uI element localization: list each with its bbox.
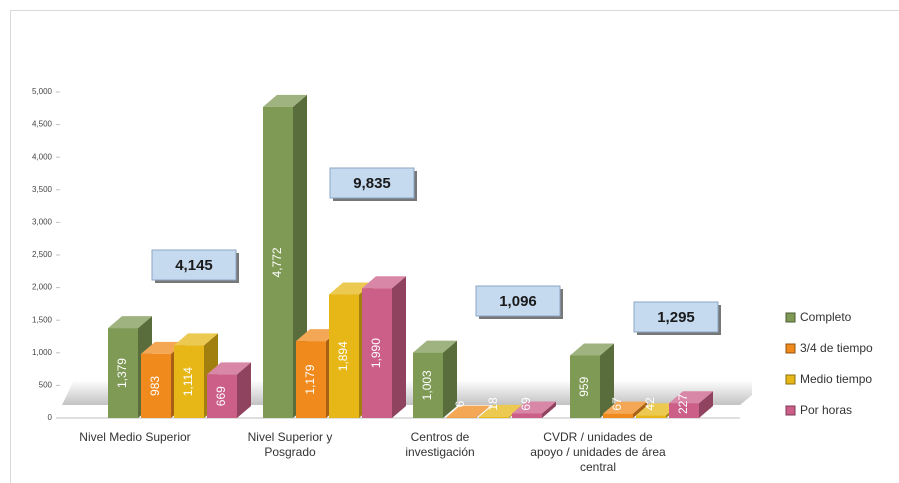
- value-label: 1,114: [181, 367, 195, 396]
- bar: [329, 294, 359, 418]
- chart-frame: [10, 10, 899, 483]
- bar: [108, 328, 138, 418]
- value-label: 669: [214, 386, 228, 406]
- value-label: 1,894: [336, 341, 350, 371]
- bar: [141, 353, 171, 418]
- y-tick-label: 0: [48, 413, 53, 422]
- value-label: 4,772: [270, 247, 284, 277]
- bar-top: [207, 362, 251, 375]
- y-tick-label: 4,000: [32, 152, 53, 161]
- bar-side: [392, 276, 406, 418]
- legend-label: 3/4 de tiempo: [800, 341, 873, 355]
- bar-top: [263, 94, 307, 107]
- y-tick-label: 2,500: [32, 250, 53, 259]
- value-label: 959: [577, 376, 591, 396]
- bar: [174, 345, 204, 418]
- bar-side: [600, 343, 614, 418]
- value-label: 227: [676, 394, 690, 414]
- bar: [207, 374, 237, 418]
- bar-top: [446, 405, 490, 418]
- bar: [479, 416, 509, 418]
- value-label: 6: [453, 400, 467, 407]
- y-tick-label: 2,000: [32, 283, 53, 292]
- bar: [669, 403, 699, 418]
- bar-side: [633, 401, 647, 418]
- total-box: [329, 167, 415, 199]
- y-tick-label: 3,500: [32, 185, 53, 194]
- y-tick-label: 5,000: [32, 87, 53, 96]
- bar-top: [570, 343, 614, 356]
- value-label: 69: [519, 397, 533, 411]
- legend-swatch: [785, 312, 796, 323]
- bar-top: [603, 401, 647, 414]
- total-box: [633, 301, 719, 333]
- total-label: 9,835: [353, 175, 391, 192]
- y-tick-label: 1,000: [32, 348, 53, 357]
- bar-top: [413, 340, 457, 353]
- x-tick-label: Centros de investigación: [405, 430, 475, 459]
- legend-label: Completo: [800, 310, 852, 324]
- legend-label: Medio tiempo: [800, 372, 872, 386]
- bar-side: [237, 362, 251, 418]
- legend-label: Por horas: [800, 403, 852, 417]
- bar-side: [476, 405, 490, 418]
- bar-side: [542, 401, 556, 418]
- bar: [636, 415, 666, 418]
- bar-top: [174, 333, 218, 346]
- legend-swatch: [785, 374, 796, 385]
- bar-top: [512, 401, 556, 414]
- value-label: 1,003: [420, 370, 434, 400]
- value-label: 18: [486, 397, 500, 411]
- x-tick-label: Nivel Superior y Posgrado: [247, 430, 333, 459]
- bar-side: [699, 391, 713, 418]
- y-tick-label: 4,500: [32, 120, 53, 129]
- total-label: 4,145: [175, 257, 213, 274]
- y-tick-label: 500: [39, 381, 53, 390]
- legend-swatch: [785, 405, 796, 416]
- bar: [512, 413, 542, 418]
- bar-top: [362, 276, 406, 289]
- bar-top: [669, 391, 713, 404]
- legend-swatch: [785, 343, 796, 354]
- total-label: 1,295: [657, 309, 695, 326]
- total-label: 1,096: [499, 293, 537, 310]
- value-label: 1,379: [115, 358, 129, 388]
- total-box: [151, 249, 237, 281]
- value-label: 983: [148, 376, 162, 396]
- bar: [413, 352, 443, 418]
- total-box: [475, 285, 561, 317]
- value-label: 42: [643, 397, 657, 411]
- x-tick-label: CVDR / unidades de apoyo / unidades de á…: [530, 430, 666, 474]
- value-label: 67: [610, 397, 624, 411]
- value-label: 1,179: [303, 364, 317, 394]
- value-label: 1,990: [369, 338, 383, 368]
- y-tick-label: 3,000: [32, 218, 53, 227]
- bar: [570, 355, 600, 418]
- bar: [263, 106, 293, 418]
- bar-side: [443, 340, 457, 418]
- bar: [296, 341, 326, 418]
- x-tick-label: Nivel Medio Superior: [79, 430, 191, 444]
- bar-top: [108, 316, 152, 329]
- y-tick-label: 1,500: [32, 315, 53, 324]
- bar: [603, 413, 633, 418]
- bar: [362, 288, 392, 418]
